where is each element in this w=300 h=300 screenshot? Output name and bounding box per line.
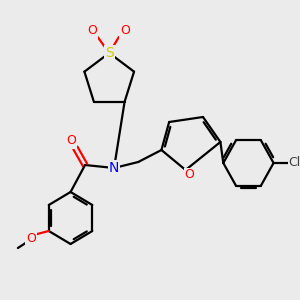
Text: O: O xyxy=(26,232,36,244)
Text: O: O xyxy=(184,169,194,182)
Text: S: S xyxy=(105,46,114,60)
Text: O: O xyxy=(87,25,97,38)
Text: O: O xyxy=(67,134,76,148)
Text: N: N xyxy=(109,161,119,175)
Text: O: O xyxy=(120,25,130,38)
Text: Cl: Cl xyxy=(289,157,300,169)
